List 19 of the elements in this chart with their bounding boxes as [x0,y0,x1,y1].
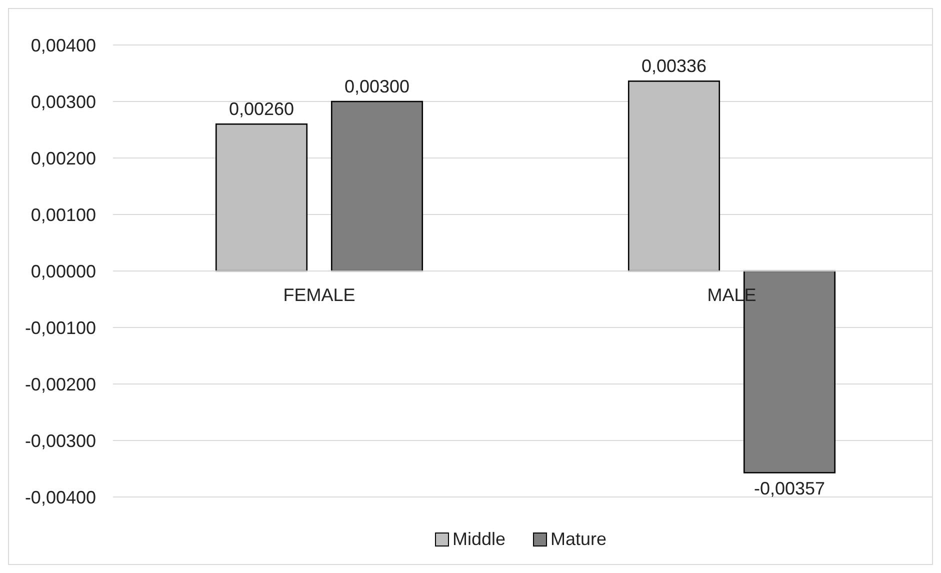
y-tick-label: 0,00200 [30,148,96,168]
y-tick-label: 0,00000 [30,261,96,282]
bar [628,80,720,272]
y-tick-label: -0,00100 [24,318,96,338]
y-tick-label: -0,00200 [24,374,96,394]
y-tick-label: 0,00300 [30,92,96,112]
y-tick-label: -0,00300 [24,430,96,451]
y-tick-label: 0,00100 [30,204,96,225]
data-label: 0,00260 [228,99,294,120]
data-label: 0,00336 [641,56,707,76]
legend-label: Middle [452,529,506,549]
bar [215,123,308,272]
y-tick-label: 0,00400 [30,35,96,56]
bar [330,100,424,272]
legend-label: Mature [550,529,607,549]
data-label: 0,00300 [344,76,410,96]
y-tick-label: -0,00400 [24,487,96,508]
x-tick-label: FEMALE [283,285,356,305]
data-label: -0,00357 [754,478,826,499]
